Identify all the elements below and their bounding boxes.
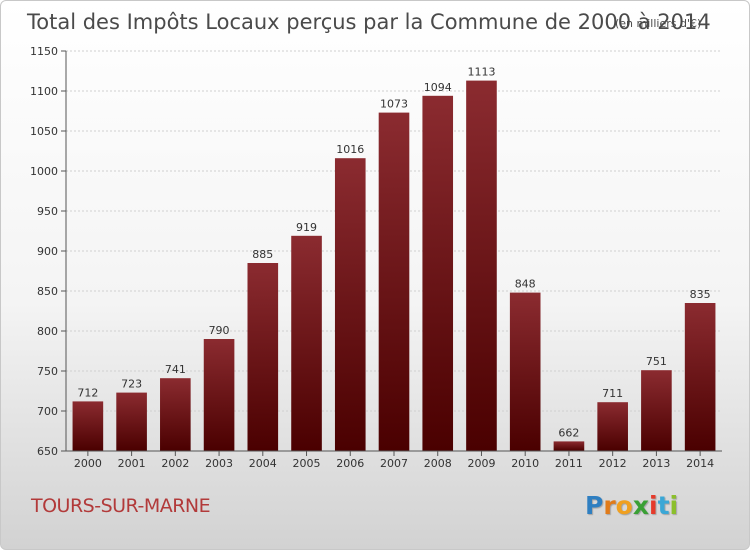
data-label-2000: 712 — [77, 386, 98, 399]
bar-2010 — [509, 292, 541, 451]
y-tick-label: 1000 — [30, 165, 58, 178]
bar-2002 — [160, 378, 191, 451]
bar-2000 — [72, 401, 104, 451]
logo-letter: o — [615, 491, 633, 520]
x-tick-label-2012: 2012 — [599, 457, 627, 470]
x-tick-label-2001: 2001 — [118, 457, 146, 470]
chart-title: Total des Impôts Locaux perçus par la Co… — [26, 10, 711, 34]
data-label-2012: 711 — [602, 387, 623, 400]
logo-letter: i — [649, 491, 658, 520]
bar-2013 — [641, 370, 672, 451]
chart-title-unit: (en milliers d'€) — [615, 17, 701, 30]
x-tick-label-2008: 2008 — [424, 457, 452, 470]
data-label-2008: 1094 — [424, 81, 452, 94]
data-label-2009: 1113 — [467, 66, 495, 79]
logo-letter: t — [657, 491, 670, 520]
data-label-2010: 848 — [515, 278, 536, 291]
y-tick-label: 900 — [37, 245, 58, 258]
data-label-2013: 751 — [646, 355, 667, 368]
x-tick-label-2014: 2014 — [686, 457, 714, 470]
bar-2007 — [378, 112, 410, 451]
data-label-2006: 1016 — [336, 143, 364, 156]
bar-2012 — [597, 402, 628, 451]
x-tick-label-2007: 2007 — [380, 457, 408, 470]
y-tick-label: 1150 — [30, 45, 58, 58]
data-label-2001: 723 — [121, 378, 142, 391]
data-label-2011: 662 — [558, 426, 579, 439]
logo-letter: r — [603, 491, 616, 520]
data-label-2005: 919 — [296, 221, 317, 234]
y-tick-label: 700 — [37, 405, 58, 418]
bar-2004 — [247, 263, 279, 451]
data-label-2002: 741 — [165, 363, 186, 376]
x-tick-label-2010: 2010 — [511, 457, 539, 470]
bar-2005 — [291, 235, 322, 451]
commune-name: TOURS-SUR-MARNE — [31, 495, 211, 517]
x-tick-label-2009: 2009 — [467, 457, 495, 470]
x-tick-label-2002: 2002 — [161, 457, 189, 470]
y-axis: 650 700 750 800 850 900 950 1000 1050 1100 1150 — [30, 45, 66, 458]
bar-2001 — [116, 392, 147, 451]
bar-2009 — [466, 80, 497, 451]
data-label-2007: 1073 — [380, 98, 408, 111]
y-tick-label: 850 — [37, 285, 58, 298]
y-tick-label: 1100 — [30, 85, 58, 98]
logo-letter: x — [632, 491, 649, 520]
y-tick-label: 950 — [37, 205, 58, 218]
x-tick-label-2006: 2006 — [336, 457, 364, 470]
y-tick-label: 750 — [37, 365, 58, 378]
x-tick-label-2004: 2004 — [249, 457, 277, 470]
bar-2006 — [334, 158, 366, 451]
data-label-2014: 835 — [690, 288, 711, 301]
logo-letter: i — [669, 491, 679, 520]
x-tick-label-2000: 2000 — [74, 457, 102, 470]
y-tick-label: 800 — [37, 325, 58, 338]
x-tick-label-2005: 2005 — [293, 457, 321, 470]
x-tick-label-2011: 2011 — [555, 457, 583, 470]
data-label-2003: 790 — [209, 324, 230, 337]
bars-group: 712 723 741 790 885 919 1016 1073 1094 1113 848 662… — [72, 66, 716, 452]
x-tick-label-2013: 2013 — [642, 457, 670, 470]
y-tick-label: 650 — [37, 445, 58, 458]
bar-2011 — [553, 441, 585, 451]
bar-2008 — [422, 95, 454, 452]
logo-letter: P — [585, 491, 604, 520]
x-axis: 2000 2001 2002 2003 2004 2005 2006 2007 2008 2009… — [74, 451, 714, 470]
bar-2014 — [684, 303, 716, 451]
x-tick-label-2003: 2003 — [205, 457, 233, 470]
bar-2003 — [203, 339, 235, 451]
proxiti-logo: Proxiti — [585, 491, 678, 520]
data-label-2004: 885 — [252, 248, 273, 261]
y-tick-label: 1050 — [30, 125, 58, 138]
